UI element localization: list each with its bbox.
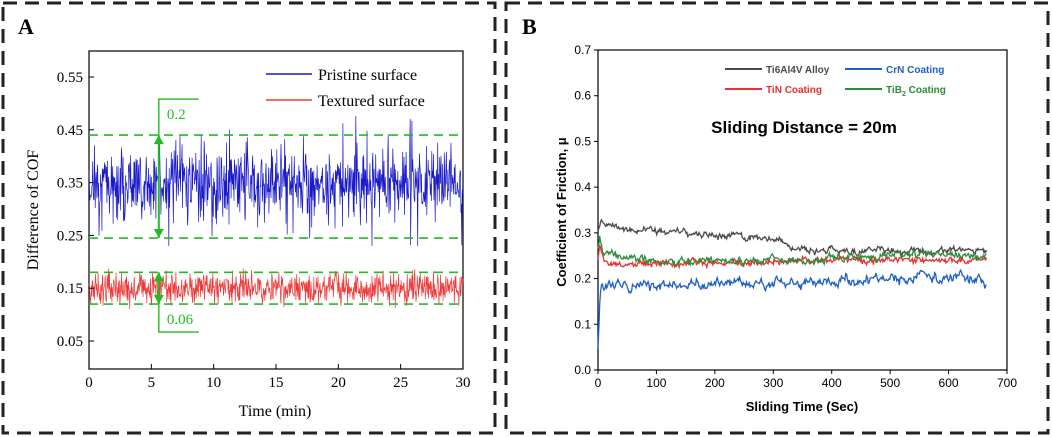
legend-label-tib2-base: TiB — [886, 85, 902, 96]
y-tick-label: 0.35 — [57, 176, 83, 192]
x-tick-label: 10 — [206, 375, 221, 391]
chart-b-plot-frame — [597, 49, 1008, 371]
chart-b-title: Sliding Distance = 20m — [711, 118, 897, 137]
annotation-label: 0.06 — [167, 312, 194, 328]
chart-b-legend: Ti6Al4V Alloy CrN Coating TiN Coating Ti… — [725, 65, 946, 98]
x-tick-label: 200 — [705, 376, 725, 390]
panel-a-border — [1, 1, 497, 435]
legend-label-tin: TiN Coating — [766, 85, 822, 96]
legend-label-crn: CrN Coating — [886, 65, 944, 76]
y-tick-label: 0.4 — [574, 180, 591, 194]
x-tick-label: 700 — [997, 376, 1017, 390]
annotation-arrow-down — [153, 295, 164, 305]
chart-b-ylabel: Coefficient of Friction, μ — [554, 137, 569, 287]
legend-label-ti6al4v: Ti6Al4V Alloy — [766, 65, 830, 76]
legend-label-tib2-sub: 2 — [902, 91, 906, 98]
y-tick-label: 0.3 — [574, 226, 591, 240]
legend-label-tib2: TiB2 Coating — [886, 85, 946, 98]
annotation-arrow-up — [153, 135, 164, 145]
y-tick-label: 0.7 — [574, 43, 591, 57]
x-tick-label: 600 — [939, 376, 959, 390]
chart-a-legend: Pristine surface Textured surface — [266, 67, 425, 110]
legend-label-textured: Textured surface — [318, 93, 425, 110]
chart-b-ticks: 0 100 200 300 400 500 600 700 0.0 0.1 0.2 0.3 0.4 0.5… — [574, 43, 1017, 390]
series-line-crn-coating — [597, 268, 987, 349]
y-tick-label: 0.55 — [57, 70, 83, 86]
x-tick-label: 5 — [148, 375, 156, 391]
y-tick-label: 0.2 — [574, 272, 591, 286]
legend-label-pristine: Pristine surface — [318, 67, 417, 84]
series-line-tib2 — [597, 235, 987, 268]
legend-label-tib2-suffix: Coating — [906, 85, 946, 96]
y-tick-label: 0.15 — [57, 281, 83, 297]
annotation-leader — [158, 98, 199, 136]
chart-a-series-group — [88, 115, 464, 310]
chart-a-reference-lines — [89, 134, 463, 305]
chart-a: 0 5 10 15 20 25 30 0.05 0.15 0.25 0.35 0.45 0.55 0.2… — [25, 50, 471, 420]
panel-b-border — [504, 1, 1050, 435]
y-tick-label: 0.6 — [574, 89, 591, 103]
panel-b-label: B — [522, 14, 537, 39]
y-tick-label: 0.5 — [574, 134, 591, 148]
annotation-arrow-down — [153, 229, 164, 239]
chart-a-xlabel: Time (min) — [239, 403, 312, 420]
y-tick-label: 0.25 — [57, 228, 83, 244]
series-line-textured-surface — [88, 268, 464, 310]
annotation-label: 0.2 — [167, 107, 186, 123]
series-line-pristine-surface — [88, 115, 464, 247]
chart-a-annotations: 0.2 0.06 — [153, 98, 199, 333]
x-tick-label: 0 — [85, 375, 93, 391]
annotation-leader — [158, 304, 199, 333]
chart-b-series-group — [597, 218, 988, 349]
x-tick-label: 25 — [393, 375, 408, 391]
panel-a-label: A — [18, 14, 34, 39]
x-tick-label: 400 — [822, 376, 842, 390]
x-tick-label: 500 — [880, 376, 900, 390]
y-tick-label: 0.45 — [57, 123, 83, 139]
x-tick-label: 0 — [595, 376, 602, 390]
chart-b-xlabel: Sliding Time (Sec) — [746, 399, 858, 414]
chart-b: 0 100 200 300 400 500 600 700 0.0 0.1 0.2 0.3 0.4 0.5… — [554, 43, 1017, 414]
x-tick-label: 300 — [763, 376, 783, 390]
series-line-ti6al4v-alloy — [597, 218, 988, 259]
chart-a-ticks: 0 5 10 15 20 25 30 0.05 0.15 0.25 0.35 0.45 0.55 — [57, 70, 471, 391]
x-tick-label: 20 — [331, 375, 346, 391]
annotation-arrow-up — [153, 272, 164, 282]
x-tick-label: 15 — [269, 375, 284, 391]
y-tick-label: 0.1 — [574, 317, 591, 331]
x-tick-label: 100 — [646, 376, 666, 390]
y-tick-label: 0.05 — [57, 334, 83, 350]
chart-a-ylabel: Difference of COF — [25, 150, 42, 271]
x-tick-label: 30 — [456, 375, 471, 391]
y-tick-label: 0.0 — [574, 363, 591, 377]
